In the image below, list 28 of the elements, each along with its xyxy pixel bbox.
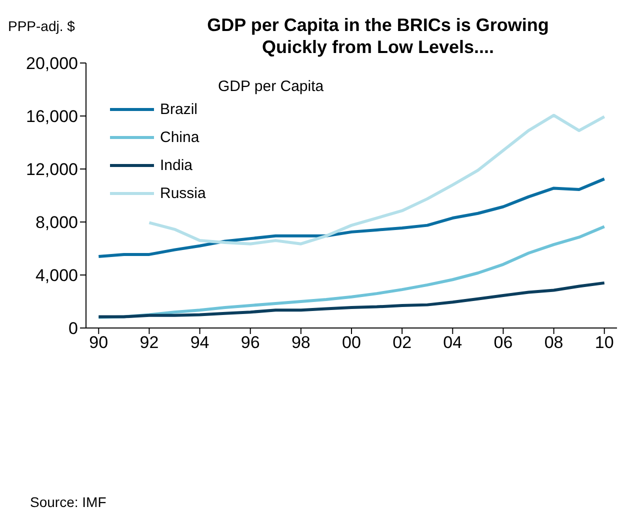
legend-label: Brazil bbox=[160, 101, 198, 118]
line-series bbox=[148, 114, 606, 246]
x-tick-label: 02 bbox=[392, 333, 412, 352]
y-tick-label: 20,000 bbox=[26, 54, 78, 74]
x-tick-label: 90 bbox=[89, 333, 108, 352]
y-tick-label: 4,000 bbox=[35, 266, 78, 286]
y-tick-label: 12,000 bbox=[26, 160, 78, 180]
legend-label: Russia bbox=[160, 185, 206, 202]
legend-label: India bbox=[160, 157, 193, 174]
line-series bbox=[97, 177, 606, 258]
y-axis-title: PPP-adj. $ bbox=[8, 18, 75, 34]
y-tick-label: 8,000 bbox=[35, 213, 78, 232]
legend-label: China bbox=[160, 129, 200, 146]
x-tick-label: 96 bbox=[240, 333, 260, 352]
x-tick-label: 10 bbox=[594, 333, 614, 352]
y-tick-label: 0 bbox=[68, 319, 78, 338]
x-tick-label: 98 bbox=[291, 333, 310, 352]
x-tick-label: 94 bbox=[190, 333, 210, 352]
x-tick-label: 92 bbox=[140, 333, 159, 352]
source-note: Source: IMF bbox=[30, 494, 106, 510]
legend-title: GDP per Capita bbox=[218, 78, 325, 95]
chart-title: GDP per Capita in the BRICs is Growing Quickly from Low Levels.... bbox=[206, 14, 550, 58]
x-tick-label: 06 bbox=[494, 333, 513, 352]
x-tick-label: 04 bbox=[443, 333, 462, 352]
line-series bbox=[97, 281, 606, 318]
x-tick-label: 08 bbox=[544, 333, 564, 352]
x-tick-label: 00 bbox=[342, 333, 361, 352]
y-tick-label: 16,000 bbox=[26, 107, 78, 126]
